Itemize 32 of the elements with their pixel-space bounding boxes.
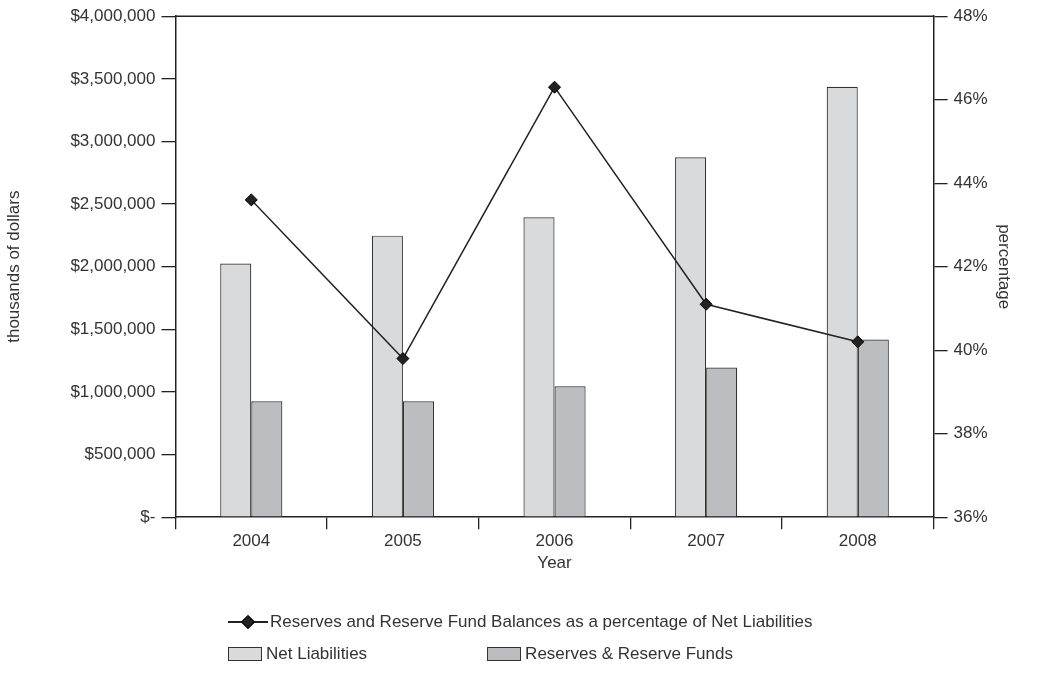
- point: [851, 335, 865, 349]
- y-tick-label: $3,000,000: [70, 131, 156, 151]
- y-tick-label: $2,500,000: [70, 193, 156, 213]
- y2-tick-label: 44%: [953, 172, 988, 192]
- x-axis-title: Year: [537, 553, 573, 573]
- legend-label: Reserves & Reserve Funds: [525, 644, 733, 664]
- legend-label: Reserves and Reserve Fund Balances as a percentage of Net Liabilities: [270, 612, 813, 632]
- legend-label: Net Liabilities: [266, 644, 368, 664]
- y-tick-label: $500,000: [84, 444, 156, 464]
- y-tick-label: $2,000,000: [70, 256, 156, 276]
- y2-tick-label: 46%: [953, 89, 988, 109]
- y-tick-label: $4,000,000: [70, 5, 156, 25]
- y2-tick-label: 40%: [953, 339, 988, 359]
- y2-axis-title: percentage: [995, 224, 1015, 310]
- y2-tick-label: 42%: [953, 256, 988, 276]
- x-tick-label: 2008: [838, 531, 877, 551]
- point: [548, 80, 562, 94]
- point: [244, 193, 258, 207]
- x-tick-label: 2004: [232, 531, 271, 551]
- y2-tick-label: 38%: [953, 423, 988, 443]
- y-tick-label: $-: [140, 506, 156, 526]
- y-tick-label: $3,500,000: [70, 68, 156, 88]
- y2-tick-label: 48%: [953, 5, 988, 25]
- x-tick-label: 2005: [384, 531, 422, 551]
- point: [396, 352, 410, 366]
- y-tick-label: $1,500,000: [70, 319, 156, 339]
- point: [699, 297, 713, 311]
- x-tick-label: 2006: [535, 531, 574, 551]
- x-tick-label: 2007: [687, 531, 726, 551]
- y-axis-title: thousands of dollars: [3, 190, 23, 343]
- y2-tick-label: 36%: [953, 506, 988, 526]
- y-tick-label: $1,000,000: [70, 381, 156, 401]
